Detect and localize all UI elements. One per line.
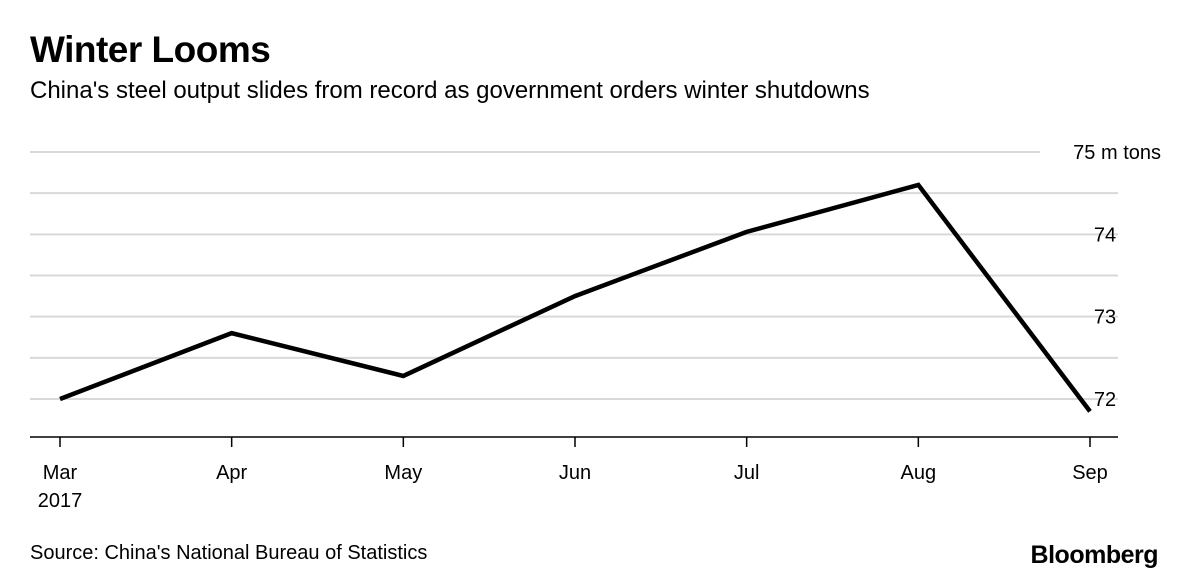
series-layer xyxy=(59,182,1092,413)
gridlines xyxy=(30,151,1118,400)
x-tick-label: Jul xyxy=(734,462,760,484)
x-tick-label: Sep xyxy=(1072,462,1108,484)
x-tick-label: May xyxy=(384,462,422,484)
x-tick-label: Mar xyxy=(43,462,78,484)
bloomberg-logo: Bloomberg xyxy=(1030,541,1159,569)
x-axis-labels: Mar 2017 Apr May Jun Jul Aug Sep xyxy=(38,462,1108,512)
x-axis xyxy=(30,436,1118,447)
x-tick-label: Apr xyxy=(216,462,247,484)
y-tick-label: 74 xyxy=(1094,224,1116,246)
y-tick-label: 73 xyxy=(1094,307,1116,329)
chart-title: Winter Looms xyxy=(30,29,271,70)
x-tick-label: 2017 xyxy=(38,490,83,512)
source-note: Source: China's National Bureau of Stati… xyxy=(30,542,428,564)
line-chart: 72 73 74 75 m tons Mar 2017 Apr May Jun Jul Aug Se… xyxy=(30,142,1161,512)
y-tick-label: 75 m tons xyxy=(1073,142,1161,164)
y-tick-label: 72 xyxy=(1094,389,1116,411)
y-axis-labels: 72 73 74 75 m tons xyxy=(1073,142,1161,411)
series-line xyxy=(59,182,1092,413)
x-tick-label: Aug xyxy=(901,462,937,484)
x-tick-label: Jun xyxy=(559,462,591,484)
chart-subtitle: China's steel output slides from record … xyxy=(30,77,870,104)
